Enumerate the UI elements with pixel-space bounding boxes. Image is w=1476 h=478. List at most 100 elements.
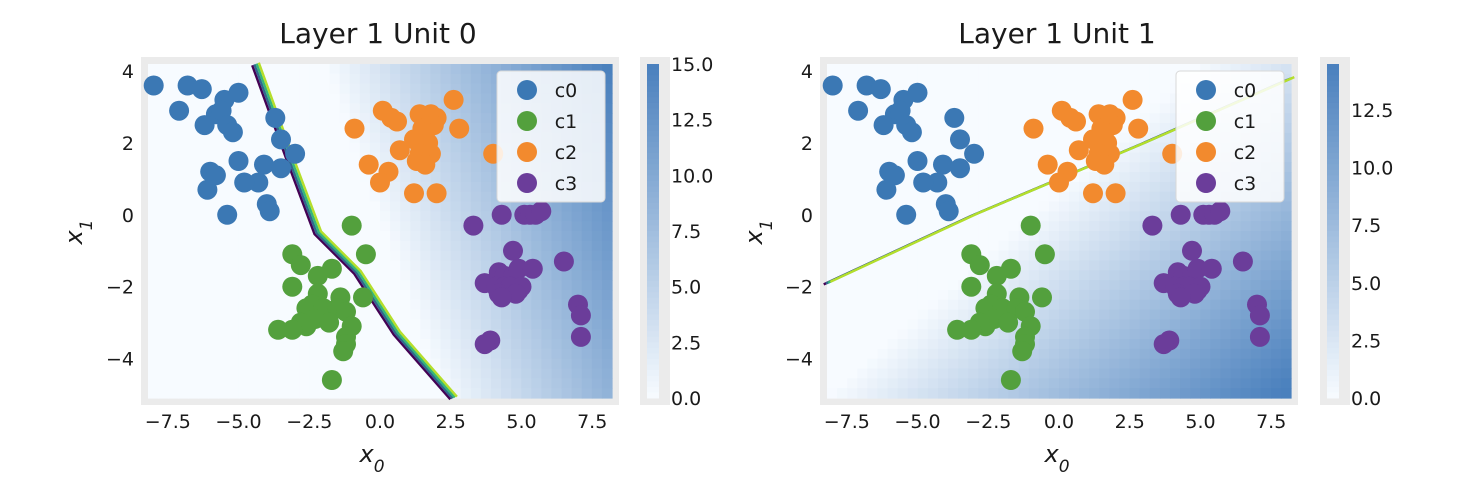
heatmap-cell [531,231,542,242]
data-point [389,140,410,161]
heatmap-cell [1089,172,1100,183]
heatmap-cell [1280,289,1292,301]
heatmap-cell [877,221,889,232]
colorbar-tick-label: 15.0 [671,54,713,76]
heatmap-cell [837,113,848,124]
heatmap-cell [480,299,492,311]
heatmap-cell [541,319,553,330]
heatmap-cell [1169,378,1181,389]
heatmap-cell [450,83,462,95]
heatmap-cell [339,103,351,114]
heatmap-cell [1109,358,1121,370]
data-point [443,89,464,110]
heatmap-cell [410,231,421,242]
heatmap-cell [208,339,220,350]
heatmap-cell [948,240,959,252]
heatmap-cell [380,211,391,222]
heatmap-cell [1129,270,1141,281]
colorbar-segment [1327,125,1339,132]
heatmap-cell [269,339,280,350]
series-c2 [344,89,504,204]
heatmap-cell [1190,339,1201,350]
heatmap-cell [1139,260,1151,271]
heatmap-cell [837,329,848,340]
heatmap-cell [490,64,502,75]
heatmap-cell [319,93,331,104]
heatmap-cell [470,113,482,124]
heatmap-cell [1169,358,1181,370]
heatmap-cell [1119,240,1131,252]
heatmap-cell [1260,319,1272,330]
heatmap-cell [978,388,989,399]
heatmap-cell [349,378,361,389]
heatmap-cell [511,358,522,370]
heatmap-cell [978,103,989,114]
heatmap-cell [1008,64,1020,75]
heatmap-cell [561,368,573,379]
heatmap-cell [258,240,270,252]
heatmap-cell [269,152,280,163]
heatmap-cell [1059,132,1070,144]
heatmap-cell [430,83,442,95]
heatmap-cell [1018,378,1030,389]
heatmap-cell [917,191,929,203]
heatmap-cell [238,240,250,252]
heatmap-cell [1008,172,1020,183]
colorbar-segment [647,258,659,265]
heatmap-cell [1109,260,1121,271]
heatmap-cell [480,201,492,212]
heatmap-cell [501,378,512,389]
heatmap-cell [269,299,280,311]
heatmap-cell [289,348,300,360]
heatmap-cell [258,64,270,75]
heatmap-cell [470,162,482,173]
heatmap-cell [188,339,200,350]
heatmap-cell [571,368,583,379]
heatmap-cell [867,201,879,212]
heatmap-cell [1109,378,1121,389]
heatmap-cell [238,388,250,399]
heatmap-cell [601,348,613,360]
y-tick-label: 2 [801,133,813,155]
heatmap-cell [490,378,502,389]
heatmap-cell [178,250,189,262]
heatmap-cell [1018,132,1030,144]
heatmap-cell [269,270,280,281]
heatmap-cell [369,221,381,232]
heatmap-cell [1220,289,1232,301]
heatmap-cell [1260,368,1272,379]
heatmap-cell [158,73,169,85]
heatmap-cell [319,211,331,222]
heatmap-cell [501,64,512,75]
heatmap-cell [897,231,909,242]
heatmap-cell [847,289,858,301]
heatmap-cell [927,299,939,311]
heatmap-cell [877,270,889,281]
heatmap-cell [948,152,959,163]
heatmap-cell [927,339,939,350]
heatmap-cell [178,348,189,360]
heatmap-cell [329,221,341,232]
colorbar-segment [1327,136,1339,143]
heatmap-cell [450,64,462,75]
y-tick-label: −2 [106,277,134,299]
heatmap-cell [937,348,949,360]
heatmap-cell [450,270,462,281]
heatmap-cell [1200,348,1211,360]
heatmap-cell [460,280,472,291]
colorbar-segment [647,359,659,366]
heatmap-cell [581,250,593,262]
heatmap-cell [480,260,492,271]
colorbar: 0.02.55.07.510.012.5 [1327,64,1393,410]
heatmap-cell [887,309,899,321]
heatmap-cell [1240,289,1252,301]
colorbar-segment [647,297,659,304]
heatmap-cell [208,211,220,222]
heatmap-cell [319,201,331,212]
heatmap-cell [1079,83,1090,95]
heatmap-cell [1008,93,1020,104]
heatmap-cell [198,388,210,399]
heatmap-cell [1169,231,1181,242]
heatmap-cell [827,142,838,154]
